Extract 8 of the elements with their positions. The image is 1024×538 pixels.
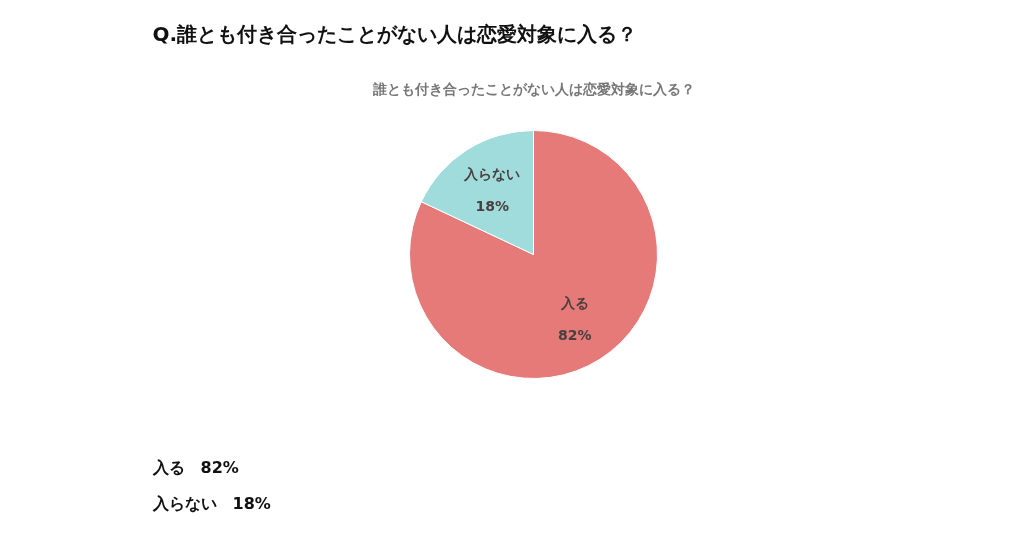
slice-label: 入らない	[463, 165, 521, 182]
chart-subtitle: 誰とも付き合ったことがない人は恋愛対象に入る？	[371, 80, 695, 97]
data-label: 18%	[475, 197, 510, 214]
text: 入る 82%	[151, 458, 239, 477]
text: 入らない 18%	[151, 494, 271, 513]
slice-label: 入る	[559, 295, 589, 312]
data-label: 82%	[557, 327, 592, 344]
chart-title: Q.誰とも付き合ったことがない人は恋愛対象に入る？	[152, 21, 638, 46]
